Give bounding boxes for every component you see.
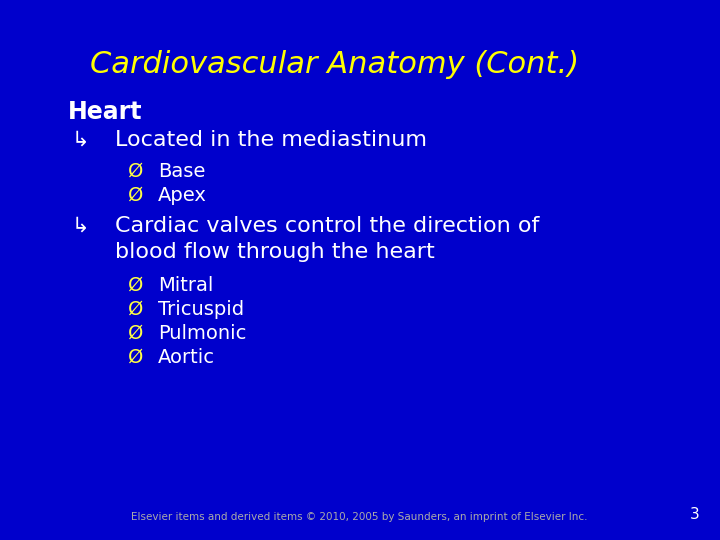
Text: Base: Base	[158, 162, 205, 181]
Text: Apex: Apex	[158, 186, 207, 205]
Text: Ø: Ø	[128, 324, 143, 343]
Text: Elsevier items and derived items © 2010, 2005 by Saunders, an imprint of Elsevie: Elsevier items and derived items © 2010,…	[131, 512, 588, 522]
Text: Mitral: Mitral	[158, 276, 213, 295]
Text: blood flow through the heart: blood flow through the heart	[115, 242, 435, 262]
Text: ↳: ↳	[72, 216, 89, 236]
Text: Ø: Ø	[128, 300, 143, 319]
Text: Ø: Ø	[128, 348, 143, 367]
Text: Ø: Ø	[128, 162, 143, 181]
Text: Aortic: Aortic	[158, 348, 215, 367]
Text: Ø: Ø	[128, 186, 143, 205]
Text: Located in the mediastinum: Located in the mediastinum	[115, 130, 427, 150]
Text: Cardiovascular Anatomy (Cont.): Cardiovascular Anatomy (Cont.)	[90, 50, 579, 79]
Text: Ø: Ø	[128, 276, 143, 295]
Text: ↳: ↳	[72, 130, 89, 150]
Text: Cardiac valves control the direction of: Cardiac valves control the direction of	[115, 216, 539, 236]
Text: Pulmonic: Pulmonic	[158, 324, 246, 343]
Text: Tricuspid: Tricuspid	[158, 300, 244, 319]
Text: 3: 3	[689, 507, 699, 522]
Text: Heart: Heart	[68, 100, 143, 124]
